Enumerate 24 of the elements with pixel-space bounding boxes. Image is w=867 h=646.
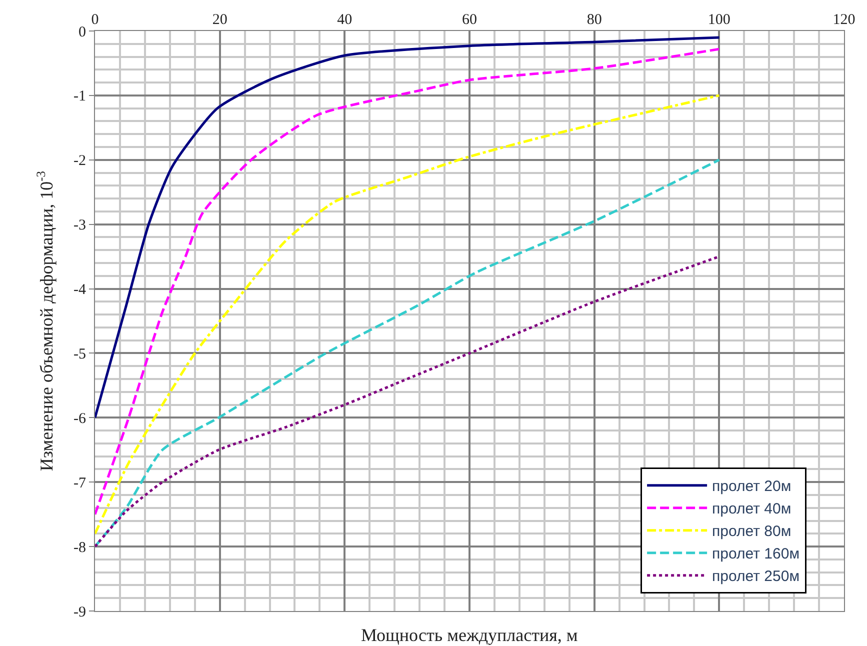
legend-label: пролет 250м xyxy=(712,568,800,586)
y-tick-label: -3 xyxy=(74,218,86,234)
legend-label: пролет 20м xyxy=(712,478,792,496)
y-tick-label: -4 xyxy=(74,282,86,298)
y-tick-label: -1 xyxy=(74,88,86,105)
x-tick-label: 0 xyxy=(91,12,99,28)
y-tick-label: -6 xyxy=(74,410,86,427)
legend-label: пролет 160м xyxy=(712,546,800,563)
x-tick-label: 120 xyxy=(832,12,856,28)
y-tick-label: -8 xyxy=(74,540,86,556)
legend-label: пролет 40м xyxy=(712,500,792,518)
legend-label: пролет 80м xyxy=(712,523,792,540)
x-tick-label: 60 xyxy=(462,12,477,28)
y-tick-label: -7 xyxy=(74,475,86,492)
y-tick-label: -2 xyxy=(74,153,86,170)
x-tick-label: 40 xyxy=(337,12,352,28)
x-axis-title: Мощность междупластия, м xyxy=(361,625,578,645)
y-tick-label: 0 xyxy=(78,24,86,40)
x-tick-label: 100 xyxy=(708,12,730,28)
line-series xyxy=(95,36,720,419)
x-tick-label: 80 xyxy=(586,12,602,28)
x-tick-label: 20 xyxy=(212,12,228,28)
y-tick-label: -9 xyxy=(74,604,86,620)
y-tick-label: -5 xyxy=(74,346,86,362)
